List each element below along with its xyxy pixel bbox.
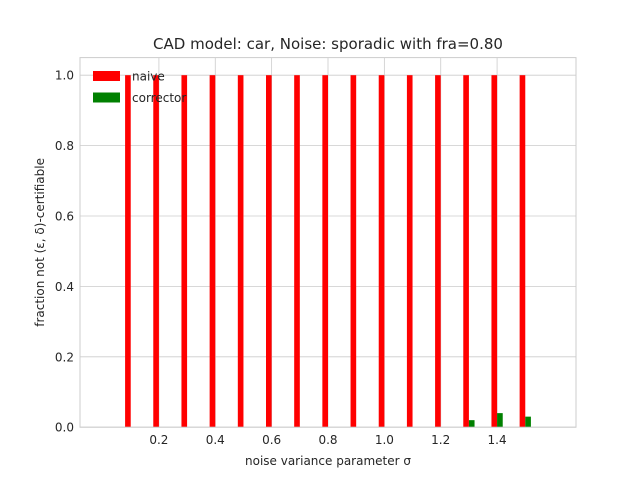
naive-legend-label: naive [132,70,165,84]
bars [125,75,531,428]
x-tick-label: 0.2 [149,433,168,447]
naive-bar [491,75,498,428]
naive-bar [519,75,526,428]
x-tick-label: 0.8 [318,433,337,447]
y-tick-label: 0.0 [55,421,74,435]
y-tick-label: 0.6 [55,210,74,224]
corrector-bar [468,420,475,428]
corrector-bar [497,413,503,428]
x-axis-label: noise variance parameter σ [245,454,411,468]
y-axis-label: fraction not (ε, δ)-certifiable [33,158,47,327]
naive-bar [237,75,244,428]
x-tick-label: 1.2 [431,433,450,447]
corrector-bar [525,416,531,428]
naive-bar [181,75,188,428]
y-tick-labels: 0.0 0.2 0.4 0.6 0.8 1.0 [55,69,74,435]
naive-bar [209,75,216,428]
y-tick-label: 0.2 [55,350,74,364]
naive-bar [378,75,385,428]
naive-bar [435,75,441,428]
y-tick-label: 1.0 [55,69,74,83]
corrector-legend-label: corrector [132,91,186,105]
legend: naive corrector [93,70,186,105]
naive-bar [322,75,328,428]
x-tick-label: 0.6 [262,433,281,447]
naive-bar [153,75,159,428]
naive-bar [463,75,469,428]
naive-bar [350,75,357,428]
naive-bar [294,75,300,428]
x-tick-label: 1.4 [488,433,507,447]
plot-frame [79,57,577,428]
corrector-legend-swatch [93,92,120,103]
chart-title: CAD model: car, Noise: sporadic with fra… [153,35,503,53]
naive-bar [125,75,131,428]
naive-bar [406,75,413,428]
y-tick-label: 0.8 [55,139,74,153]
x-tick-labels: 0.2 0.4 0.6 0.8 1.0 1.2 1.4 [149,433,506,447]
naive-bar [266,75,272,428]
y-tick-label: 0.4 [55,280,74,294]
x-tick-label: 1.0 [375,433,394,447]
x-tick-label: 0.4 [206,433,225,447]
naive-legend-swatch [93,71,120,81]
